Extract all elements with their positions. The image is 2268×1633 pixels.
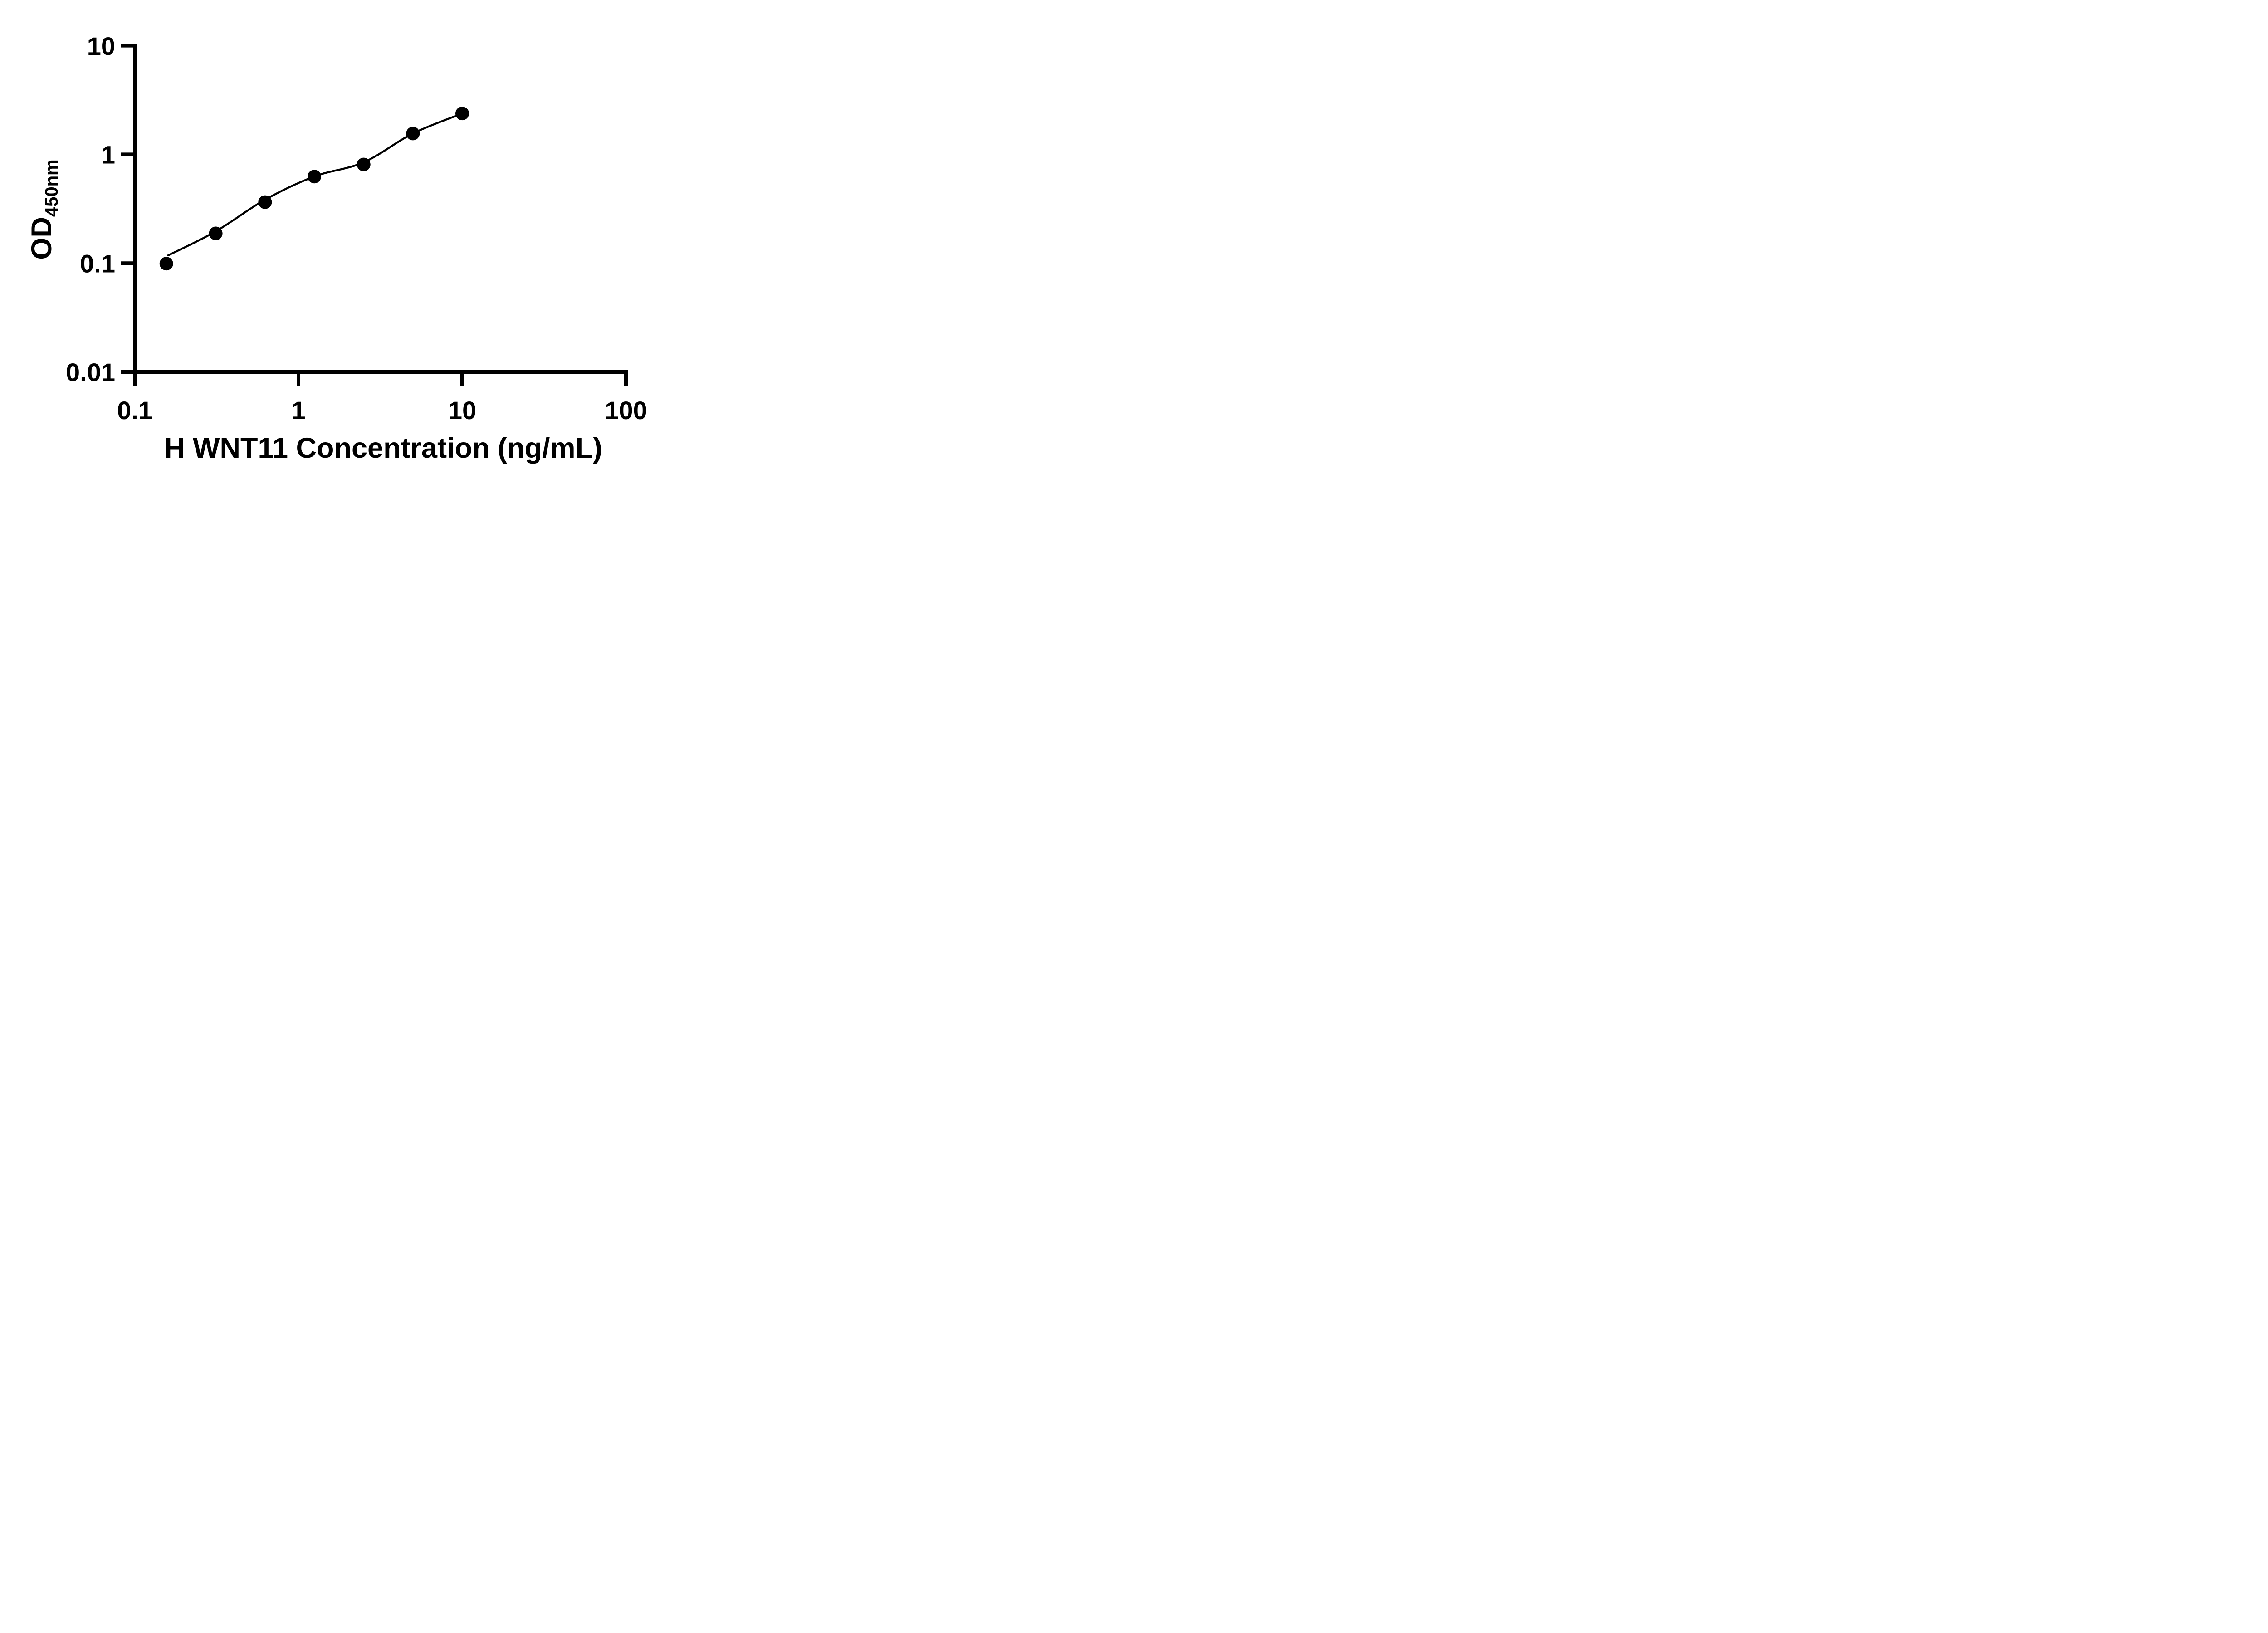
y-tick-label: 1 [101,141,115,169]
x-axis-title: H WNT11 Concentration (ng/mL) [164,432,602,464]
y-tick-label: 0.01 [66,358,115,386]
data-point [258,195,272,209]
data-point [308,170,321,184]
x-tick-label: 0.1 [117,396,152,425]
data-point [357,157,371,171]
elisa-standard-curve-figure: 10 1 0.1 0.01 0.1 1 10 100 H WNT11 Concentration… [0,0,699,490]
y-tick-label: 0.1 [80,249,115,278]
data-point [159,257,173,271]
x-tick-label: 100 [605,396,647,425]
x-tick-label: 1 [291,396,305,425]
data-point [406,127,420,141]
data-point [455,107,469,121]
x-tick-label: 10 [448,396,476,425]
data-point [209,226,223,240]
y-tick-label: 10 [87,32,115,60]
y-axis-title: OD450nm [26,159,62,259]
